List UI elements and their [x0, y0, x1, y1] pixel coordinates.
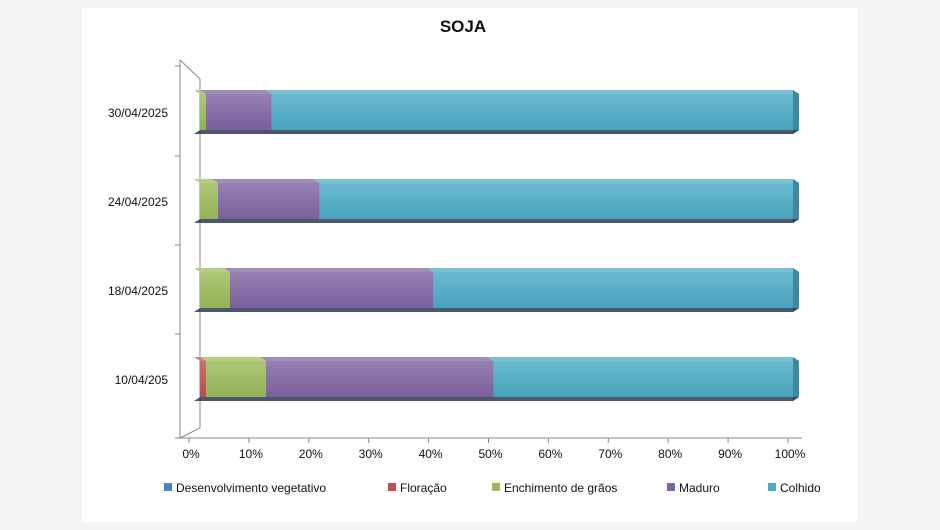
bar-front-face — [265, 361, 494, 397]
bar-top-face — [194, 90, 206, 94]
y-tick-label: 10/04/205 — [115, 373, 169, 387]
bar-segment-enchimento-de-gr-os — [194, 90, 206, 130]
bar-segment-maduro — [211, 179, 320, 219]
bar-front-face — [319, 183, 799, 219]
bar-segment-flora-o — [194, 357, 206, 397]
y-tick-label: 18/04/2025 — [108, 284, 168, 298]
legend-item: Desenvolvimento vegetativo — [164, 481, 326, 495]
x-tick-label: 60% — [538, 447, 562, 461]
chart-card: SOJA 0% 10% 20% 30% 40% 50% 60% 70% 80% 90% 100% 30… — [82, 8, 857, 522]
bar-front-face — [200, 272, 230, 308]
chart-title: SOJA — [440, 17, 486, 36]
bar-bottom-face — [194, 397, 799, 401]
bar-segment-colhido — [487, 357, 799, 401]
bar-segment-enchimento-de-gr-os — [199, 357, 266, 397]
bar-bottom-face — [194, 308, 799, 312]
bar-top-face — [265, 90, 799, 94]
legend-item: Maduro — [667, 481, 720, 495]
legend-label: Floração — [400, 481, 447, 495]
bar-front-face — [200, 361, 206, 397]
x-tick-label: 0% — [182, 447, 200, 461]
bar-end-face — [793, 179, 799, 223]
legend-item: Colhido — [768, 481, 821, 495]
legend-label: Desenvolvimento vegetativo — [176, 481, 326, 495]
bar-segment-colhido — [265, 90, 799, 134]
bar-segment-enchimento-de-gr-os — [194, 179, 218, 219]
legend-label: Maduro — [679, 481, 720, 495]
bar-front-face — [200, 183, 218, 219]
bar-segment-maduro — [223, 268, 434, 308]
bar-top-face — [199, 90, 272, 94]
bar-top-face — [487, 357, 799, 361]
x-tick-label: 90% — [718, 447, 742, 461]
bar-segment-maduro — [199, 90, 272, 130]
bar-front-face — [433, 272, 799, 308]
bar-segment-enchimento-de-gr-os — [194, 268, 230, 308]
legend-swatch — [164, 483, 172, 491]
bar-bottom-face — [194, 219, 799, 223]
bar-segment-colhido — [427, 268, 799, 312]
bar-bottom-face — [194, 130, 799, 134]
bar-end-face — [793, 90, 799, 134]
x-tick-label: 70% — [598, 447, 622, 461]
soja-stacked-bar-chart: SOJA 0% 10% 20% 30% 40% 50% 60% 70% 80% 90% 100% 30… — [108, 17, 821, 495]
bar-front-face — [271, 94, 799, 130]
bar-top-face — [259, 357, 494, 361]
bar-front-face — [229, 272, 434, 308]
x-tick-label: 50% — [478, 447, 502, 461]
bar-front-face — [217, 183, 320, 219]
y-tick-label: 30/04/2025 — [108, 106, 168, 120]
bar-front-face — [205, 94, 272, 130]
bar-top-face — [211, 179, 320, 183]
bar-top-face — [194, 357, 206, 361]
bar-top-face — [194, 179, 218, 183]
x-tick-label: 80% — [658, 447, 682, 461]
plot-area: 0% 10% 20% 30% 40% 50% 60% 70% 80% 90% 100% 30/04/2… — [108, 59, 806, 461]
x-tick-label: 30% — [359, 447, 383, 461]
bar-top-face — [313, 179, 799, 183]
y-tick-label: 24/04/2025 — [108, 195, 168, 209]
legend-item: Floração — [388, 481, 447, 495]
bar-front-face — [205, 361, 266, 397]
x-tick-label: 100% — [775, 447, 806, 461]
legend-swatch — [388, 483, 396, 491]
legend-swatch — [492, 483, 500, 491]
legend-item: Enchimento de grãos — [492, 481, 617, 495]
bar-top-face — [199, 357, 266, 361]
legend-swatch — [768, 483, 776, 491]
legend-label: Colhido — [780, 481, 821, 495]
x-tick-label: 40% — [419, 447, 443, 461]
axis-back-wall — [179, 59, 201, 439]
bar-segment-maduro — [259, 357, 494, 397]
bar-front-face — [493, 361, 799, 397]
x-tick-label: 10% — [239, 447, 263, 461]
legend-label: Enchimento de grãos — [504, 481, 617, 495]
bar-segment-colhido — [313, 179, 799, 223]
x-tick-label: 20% — [299, 447, 323, 461]
legend-swatch — [667, 483, 675, 491]
bar-top-face — [194, 268, 230, 272]
bar-top-face — [427, 268, 799, 272]
bar-end-face — [793, 268, 799, 312]
bar-end-face — [793, 357, 799, 401]
bar-top-face — [223, 268, 434, 272]
legend: Desenvolvimento vegetativo Floração Enchim… — [164, 481, 821, 495]
bar-front-face — [200, 94, 206, 130]
